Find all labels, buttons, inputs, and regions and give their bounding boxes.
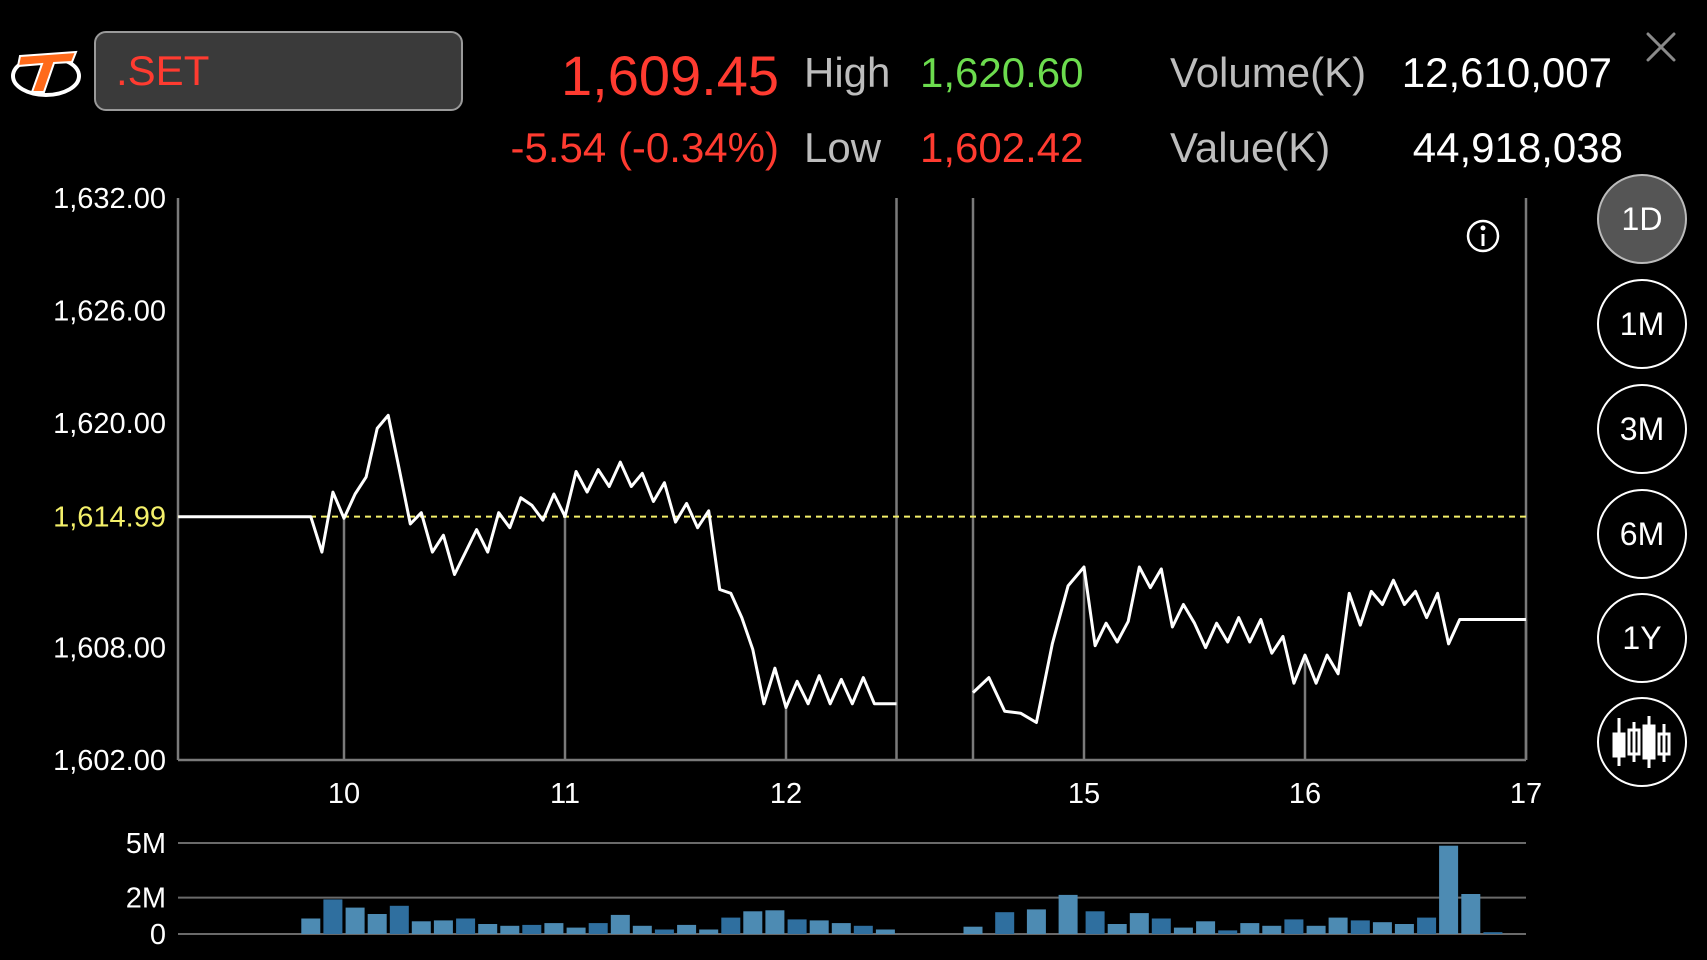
volume-bar <box>654 929 674 934</box>
volume-bar <box>1350 920 1370 934</box>
volume-bar <box>301 918 321 934</box>
volume-bar <box>1240 923 1260 934</box>
volume-bar <box>1129 913 1149 934</box>
price-line-morning <box>178 413 897 709</box>
volume-bar <box>1085 911 1105 935</box>
x-tick-label: 10 <box>328 778 360 810</box>
period-1m-button[interactable]: 1M <box>1597 279 1687 369</box>
volume-bar <box>995 912 1015 934</box>
volume-bar <box>1026 909 1046 934</box>
volume-bar <box>1151 918 1171 934</box>
volume-bar <box>1417 917 1437 934</box>
x-tick-label: 12 <box>770 778 802 810</box>
volume-bar <box>1394 924 1414 934</box>
period-3m-button[interactable]: 3M <box>1597 384 1687 474</box>
volume-bar <box>1483 932 1503 934</box>
volume-bar <box>610 914 630 934</box>
volume-bar <box>963 926 983 934</box>
volume-bar <box>809 920 829 934</box>
volume-bar <box>456 918 476 934</box>
volume-y-tick-label: 0 <box>150 919 166 951</box>
volume-bar <box>875 929 895 934</box>
volume-bar <box>677 924 697 934</box>
y-tick-label: 1,608.00 <box>53 633 166 665</box>
high-label: High <box>804 49 891 96</box>
volume-bar <box>1173 927 1193 934</box>
y-tick-label: 1,626.00 <box>53 295 166 327</box>
close-icon[interactable] <box>1644 30 1678 64</box>
x-tick-label: 11 <box>550 778 580 810</box>
volume-bar <box>721 917 741 934</box>
volume-bar <box>1196 921 1216 934</box>
y-tick-label: 1,620.00 <box>53 408 166 440</box>
period-1d-button[interactable]: 1D <box>1597 174 1687 264</box>
volume-bar <box>389 905 409 934</box>
volume-bar <box>500 925 520 934</box>
volume-bar <box>831 923 851 934</box>
volume-bar <box>433 920 453 934</box>
x-tick-label: 15 <box>1068 778 1100 810</box>
volume-bar <box>478 924 498 934</box>
volume-bar <box>1439 845 1459 934</box>
volume-bar <box>411 921 431 934</box>
low-label: Low <box>804 124 882 171</box>
volume-bar <box>1284 919 1304 934</box>
volume-bar <box>1218 930 1238 934</box>
value-label: Value(K) <box>1170 124 1331 171</box>
symbol-input[interactable]: .SET <box>94 31 463 111</box>
volume-bar <box>787 919 807 934</box>
candlestick-icon <box>1612 716 1671 768</box>
y-tick-label: 1,602.00 <box>53 745 166 777</box>
volume-bar <box>522 924 542 934</box>
volume-bar <box>1306 925 1326 934</box>
last-price: 1,609.45 <box>561 44 779 107</box>
volume-y-tick-label: 5M <box>126 828 166 860</box>
period-1y-button[interactable]: 1Y <box>1597 593 1687 683</box>
volume-bar <box>544 923 564 934</box>
volume-bar <box>699 929 719 934</box>
volume-bar <box>566 927 586 934</box>
chart-type-button[interactable] <box>1597 697 1687 787</box>
volume-bar <box>588 923 608 934</box>
low-value: 1,602.42 <box>920 124 1084 171</box>
streaming-logo-icon <box>11 50 81 97</box>
volume-bar <box>853 925 873 934</box>
volume-value: 12,610,007 <box>1401 49 1612 96</box>
volume-y-tick-label: 2M <box>126 883 166 915</box>
volume-label: Volume(K) <box>1170 49 1367 96</box>
volume-bar <box>1058 894 1078 934</box>
volume-bar <box>1372 922 1392 934</box>
volume-bar <box>367 914 387 934</box>
y-tick-label: 1,632.00 <box>53 183 166 215</box>
volume-bar <box>632 925 652 934</box>
volume-bar <box>345 907 365 934</box>
volume-bar <box>765 910 785 934</box>
volume-bar <box>743 911 763 935</box>
volume-bar <box>1328 917 1348 934</box>
period-6m-button[interactable]: 6M <box>1597 489 1687 579</box>
x-tick-label: 16 <box>1289 778 1321 810</box>
volume-bar <box>323 899 343 934</box>
price-line-afternoon <box>971 565 1526 724</box>
value-value: 44,918,038 <box>1412 124 1623 171</box>
high-value: 1,620.60 <box>920 49 1084 96</box>
volume-bar <box>1107 924 1127 934</box>
volume-bar <box>1461 894 1481 934</box>
price-change: -5.54 (-0.34%) <box>510 124 779 171</box>
volume-bar <box>1262 925 1282 934</box>
x-tick-label: 17 <box>1510 778 1542 810</box>
prev-close-label: 1,614.99 <box>53 502 166 534</box>
info-icon[interactable] <box>1466 219 1500 253</box>
